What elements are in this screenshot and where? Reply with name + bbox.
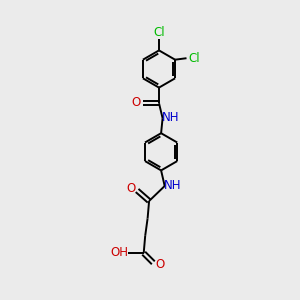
Text: OH: OH	[111, 246, 129, 259]
Text: Cl: Cl	[188, 52, 200, 65]
Text: O: O	[155, 258, 164, 271]
Text: NH: NH	[162, 111, 180, 124]
Text: Cl: Cl	[153, 26, 165, 40]
Text: O: O	[126, 182, 135, 196]
Text: NH: NH	[164, 179, 182, 192]
Text: O: O	[131, 96, 140, 109]
